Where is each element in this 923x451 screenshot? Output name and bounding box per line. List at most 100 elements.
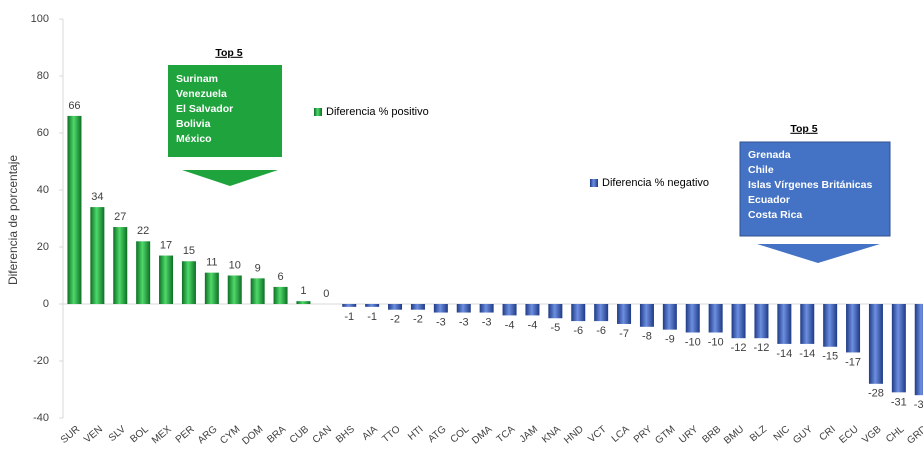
bar (571, 304, 586, 322)
x-tick-label: HTI (406, 424, 425, 443)
x-tick-label: ARG (196, 424, 220, 446)
y-axis-label: Diferencia de porcentaje (6, 155, 20, 285)
data-label: -6 (596, 325, 606, 337)
data-label: -3 (459, 316, 469, 328)
bar (868, 304, 883, 384)
data-label: -12 (731, 342, 747, 354)
data-label: 6 (277, 271, 283, 283)
x-tick-label: CAN (311, 424, 334, 446)
x-tick-label: AIA (360, 424, 380, 443)
data-label: -4 (528, 319, 538, 331)
data-label: -14 (799, 348, 815, 360)
data-label: -17 (845, 356, 861, 368)
data-label: -1 (367, 311, 377, 323)
x-tick-label: GUY (791, 424, 815, 447)
y-tick-label: -20 (33, 355, 49, 367)
x-tick-label: BHS (334, 424, 357, 446)
bar (685, 304, 700, 333)
bar (639, 304, 654, 327)
callout-item: Venezuela (176, 88, 227, 100)
bar (296, 301, 311, 304)
data-label: -6 (573, 325, 583, 337)
bar (250, 278, 265, 304)
callout-item: Ecuador (748, 194, 790, 206)
data-label: -2 (390, 314, 400, 326)
data-label: 66 (68, 100, 80, 112)
data-label: 0 (323, 288, 329, 300)
legend-label: Diferencia % negativo (602, 177, 709, 189)
x-tick-label: PER (174, 424, 197, 446)
callout-item: México (176, 133, 212, 145)
callout-item: Surinam (176, 73, 218, 85)
bar (181, 261, 196, 304)
x-tick-label: CRI (818, 424, 838, 444)
y-tick-label: 80 (37, 70, 49, 82)
data-label: -7 (619, 328, 629, 340)
data-label: -2 (413, 314, 423, 326)
legend-swatch (314, 108, 322, 116)
data-label: 17 (160, 239, 172, 251)
callout-arrow (182, 170, 278, 186)
x-tick-label: LCA (610, 424, 632, 445)
x-tick-label: TTO (380, 424, 402, 445)
x-tick-label: PRY (632, 424, 655, 446)
data-label: 1 (300, 285, 306, 297)
bar (754, 304, 769, 339)
data-label: -4 (505, 319, 515, 331)
bar (365, 304, 380, 307)
x-tick-label: URY (677, 424, 700, 446)
callout-box (168, 65, 282, 157)
bar (456, 304, 471, 313)
bar (113, 227, 128, 304)
data-label: -10 (708, 336, 724, 348)
data-label: 15 (183, 245, 195, 257)
data-label: -12 (753, 342, 769, 354)
bar (617, 304, 632, 324)
callout-item: Islas Vírgenes Británicas (748, 179, 872, 191)
x-tick-label: JAM (518, 424, 540, 445)
bar (410, 304, 425, 310)
callout-arrow (757, 244, 880, 263)
bar (67, 115, 82, 305)
y-tick-label: 20 (37, 241, 49, 253)
x-tick-label: MEX (150, 424, 174, 447)
bar (136, 241, 151, 304)
bar (777, 304, 792, 344)
callout-item: El Salvador (176, 103, 233, 115)
bar (433, 304, 448, 313)
x-tick-label: VGB (860, 424, 884, 446)
callout-item: Chile (748, 164, 774, 176)
bar (662, 304, 677, 330)
data-label: 22 (137, 225, 149, 237)
bar (891, 304, 906, 393)
x-tick-label: TCA (495, 424, 518, 445)
bar (502, 304, 517, 316)
bar (823, 304, 838, 347)
callout-box (739, 141, 891, 237)
x-tick-label: BLZ (748, 424, 769, 444)
bar (273, 286, 288, 304)
y-tick-label: 0 (43, 298, 49, 310)
x-tick-label: DOM (240, 424, 265, 447)
bar (731, 304, 746, 339)
bar (708, 304, 723, 333)
legend-label: Diferencia % positivo (326, 106, 429, 118)
data-label: -8 (642, 331, 652, 343)
x-tick-label: GTM (653, 424, 677, 447)
data-label: -10 (685, 336, 701, 348)
y-tick-label: 60 (37, 127, 49, 139)
legend-swatch (590, 179, 598, 187)
x-tick-label: NIC (772, 424, 792, 444)
y-tick-label: -40 (33, 412, 49, 424)
bar (342, 304, 357, 307)
bar (90, 207, 105, 304)
x-tick-label: ECU (837, 424, 860, 446)
bar (388, 304, 403, 310)
bar (204, 272, 219, 304)
x-tick-label: VEN (82, 424, 105, 446)
x-tick-label: ATG (426, 424, 448, 445)
x-tick-label: CYM (218, 424, 242, 447)
data-label: -15 (822, 351, 838, 363)
data-label: 34 (91, 191, 103, 203)
